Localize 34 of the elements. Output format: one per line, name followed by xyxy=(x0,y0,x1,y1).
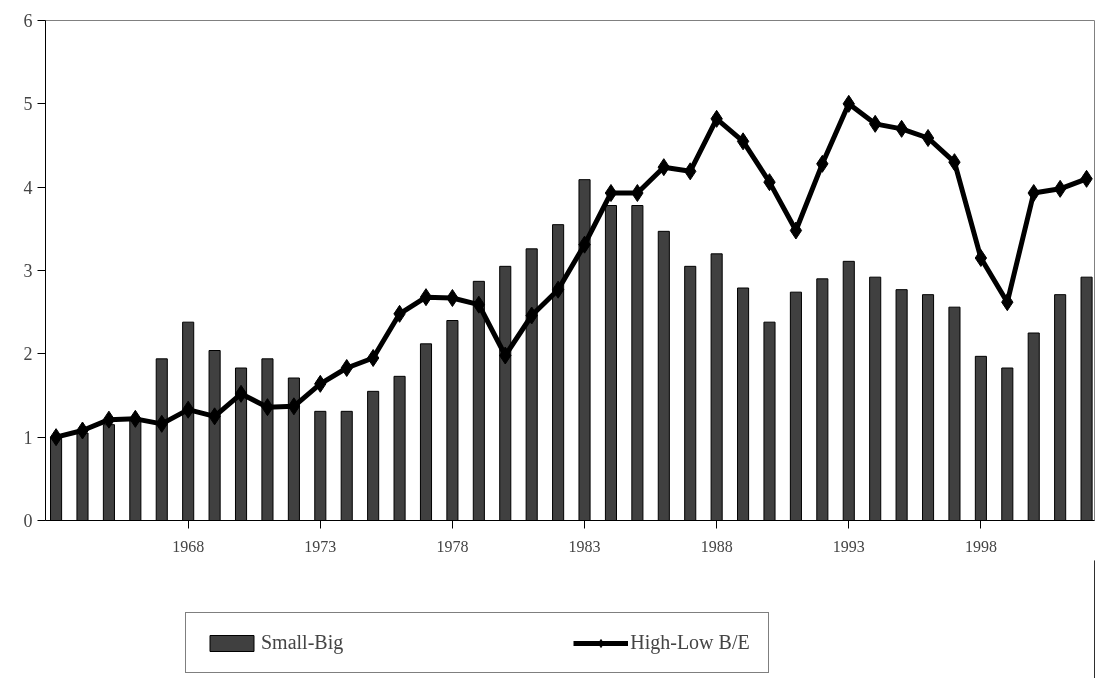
y-tick-label: 1 xyxy=(23,427,33,448)
x-tick-label: 1988 xyxy=(700,537,733,555)
point xyxy=(287,397,301,416)
x-tick-label: 1978 xyxy=(436,537,469,555)
y-tick-label: 3 xyxy=(23,261,33,281)
x-tick-label: 1998 xyxy=(964,537,997,555)
point xyxy=(49,428,63,447)
point xyxy=(1027,184,1040,202)
point xyxy=(366,349,380,367)
legend-label: High-Low B/E xyxy=(630,631,750,654)
legend-label: Small-Big xyxy=(261,631,344,654)
point xyxy=(419,288,433,307)
y-tick-label: 0 xyxy=(23,511,33,531)
y-tick-label: 5 xyxy=(23,94,33,115)
point xyxy=(472,295,486,314)
point xyxy=(446,289,459,307)
y-tick-label: 2 xyxy=(23,344,33,365)
point xyxy=(551,280,565,299)
y-tick-label: 6 xyxy=(23,11,33,31)
y-tick-label: 4 xyxy=(23,177,33,198)
point xyxy=(974,249,988,267)
point xyxy=(631,184,644,202)
point xyxy=(340,359,353,377)
x-tick-label: 1973 xyxy=(304,537,337,555)
x-tick-label: 1968 xyxy=(172,537,205,555)
point xyxy=(789,221,803,240)
point xyxy=(921,129,935,147)
x-tick-label: 1993 xyxy=(832,537,865,555)
x-tick-label: 1983 xyxy=(568,537,601,555)
point xyxy=(1053,179,1067,198)
point xyxy=(604,184,618,202)
point xyxy=(102,410,116,429)
point xyxy=(736,132,750,151)
point xyxy=(234,384,248,403)
